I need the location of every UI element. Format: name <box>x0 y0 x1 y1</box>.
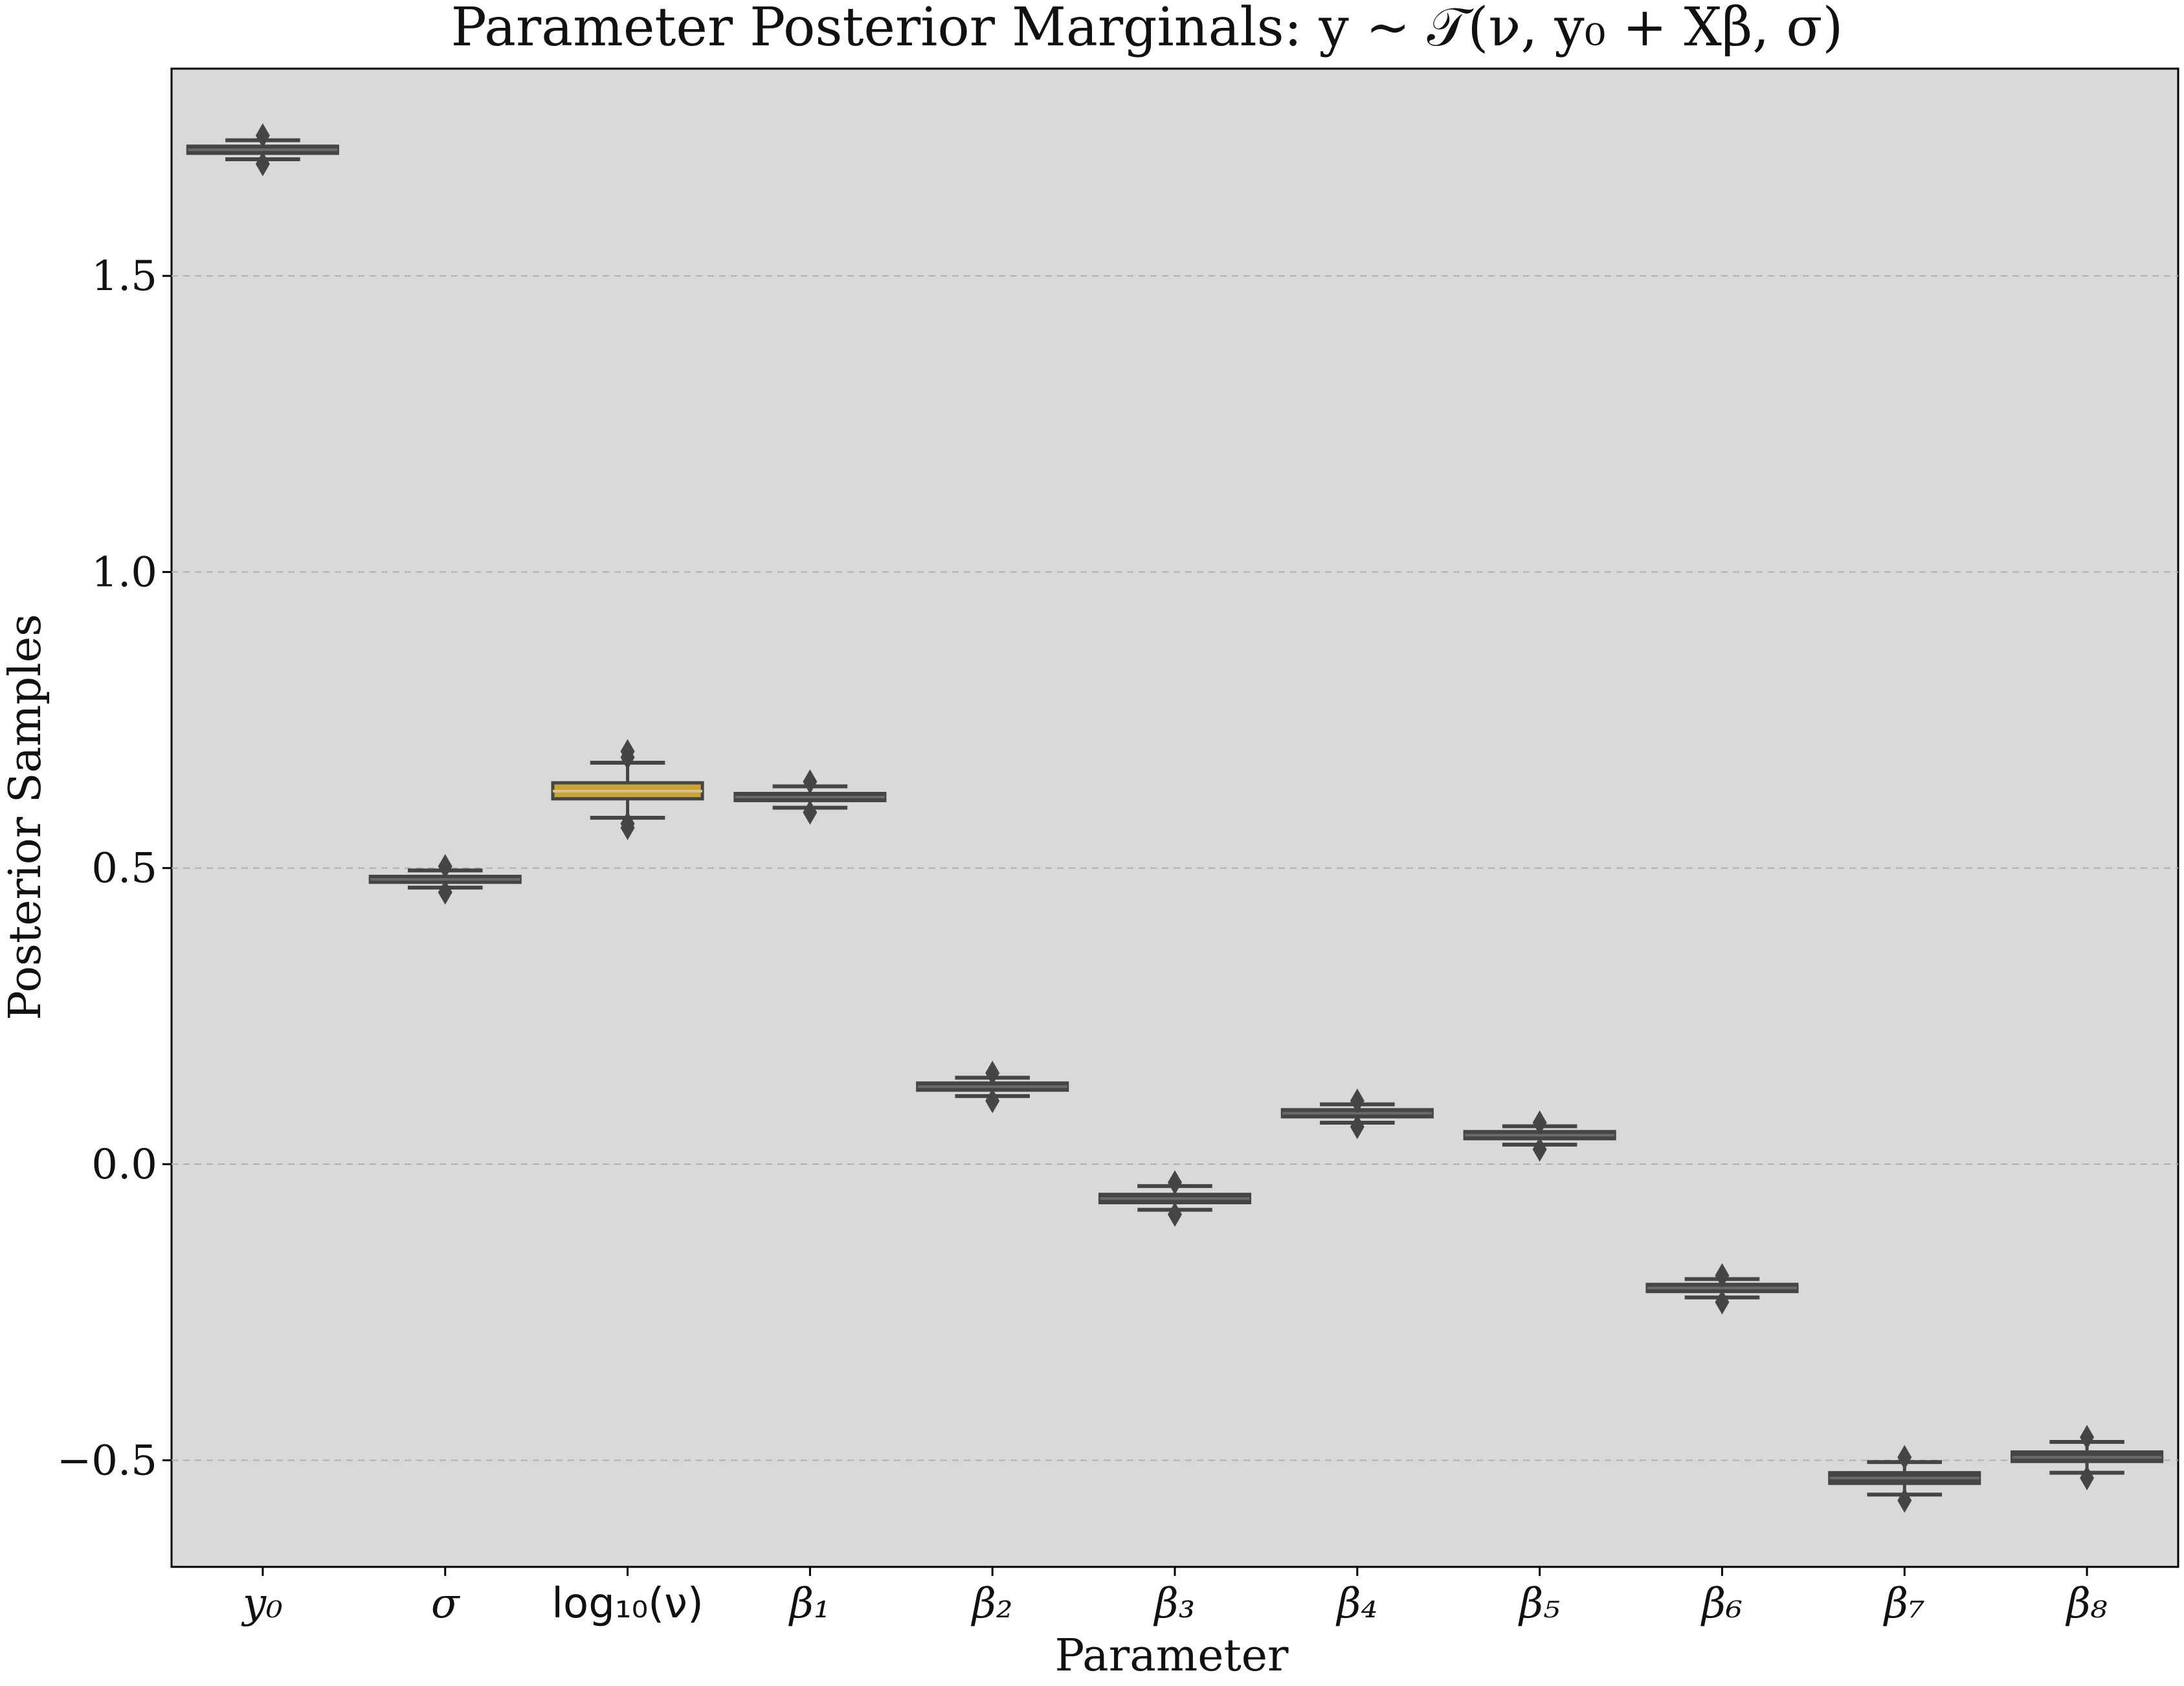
y-tick-label: 1.5 <box>91 253 157 300</box>
box-group <box>1280 1088 1434 1140</box>
flier-point <box>985 1061 1000 1086</box>
x-tick-label: β₄ <box>1335 1580 1377 1628</box>
flier-point <box>438 853 452 879</box>
x-axis-label: Parameter <box>1054 1630 1289 1681</box>
flier-point <box>985 1088 1000 1114</box>
chart-title: Parameter Posterior Marginals: y ~ 𝒯(ν, … <box>451 0 1844 58</box>
flier-point <box>255 123 270 148</box>
box-group <box>2011 1424 2164 1490</box>
x-tick-label: β₇ <box>1883 1580 1925 1628</box>
flier-point <box>438 880 452 905</box>
flier-point <box>1350 1114 1365 1140</box>
x-tick-label: σ <box>431 1580 461 1628</box>
box-group <box>733 769 887 825</box>
box-group <box>368 853 522 905</box>
x-tick-label: log₁₀(ν) <box>552 1580 704 1628</box>
x-tick-label: β₁ <box>788 1580 830 1628</box>
flier-point <box>620 811 635 837</box>
y-tick-label: −0.5 <box>57 1437 157 1485</box>
box-group <box>916 1061 1069 1114</box>
box-group <box>1463 1110 1616 1162</box>
y-axis-label: Posterior Samples <box>0 614 51 1020</box>
flier-point <box>1532 1137 1547 1162</box>
box-group <box>1828 1444 1981 1513</box>
box-group <box>1645 1263 1799 1315</box>
flier-point <box>1350 1088 1365 1114</box>
flier-point <box>803 800 818 825</box>
x-tick-label: β₃ <box>1153 1580 1196 1628</box>
y-axis: 1.5 1.0 0.5 0.0 −0.5 <box>57 253 172 1485</box>
x-axis: y₀ σ log₁₀(ν) β₁ β₂ β₃ β₄ β₅ β₆ β₇ β₈ <box>241 1567 2108 1628</box>
x-tick-label: β₆ <box>1700 1580 1743 1628</box>
flier-point <box>1532 1110 1547 1136</box>
box-group <box>186 123 339 177</box>
flier-point <box>1897 1444 1912 1470</box>
y-tick-label: 1.0 <box>91 548 157 596</box>
box-group <box>1098 1170 1252 1227</box>
flier-point <box>1897 1488 1912 1513</box>
gridlines <box>172 275 2178 1461</box>
y-tick-label: 0.5 <box>91 845 157 893</box>
flier-point <box>1715 1263 1730 1288</box>
x-tick-label: y₀ <box>241 1580 283 1628</box>
y-tick-label: 0.0 <box>91 1141 157 1189</box>
flier-point <box>620 739 635 764</box>
x-tick-label: β₂ <box>971 1580 1013 1628</box>
flier-point <box>2080 1465 2095 1490</box>
flier-point <box>1168 1202 1182 1227</box>
box-group <box>551 739 704 840</box>
flier-point <box>1715 1290 1730 1315</box>
x-tick-label: β₅ <box>1518 1580 1560 1628</box>
flier-point <box>1168 1170 1182 1195</box>
flier-point <box>2080 1424 2095 1450</box>
plot-area <box>170 67 2179 1568</box>
boxes <box>186 123 2164 1513</box>
x-tick-label: β₈ <box>2066 1580 2108 1628</box>
flier-point <box>255 152 270 177</box>
flier-point <box>803 769 818 794</box>
